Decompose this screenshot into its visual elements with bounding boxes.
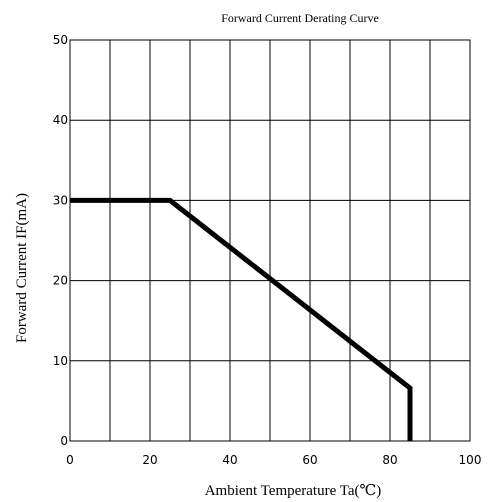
grid-lines bbox=[69, 39, 471, 442]
y-tick-label: 40 bbox=[53, 113, 68, 127]
x-tick-label: 40 bbox=[222, 453, 237, 467]
x-tick-label: 0 bbox=[66, 453, 74, 467]
series-layer bbox=[70, 197, 413, 441]
derating-curve-line bbox=[70, 197, 413, 441]
x-tick-label: 80 bbox=[382, 453, 397, 467]
plot-frame bbox=[69, 39, 471, 442]
y-axis-label: Forward Current IF(mA) bbox=[14, 193, 30, 343]
y-tick-label: 20 bbox=[53, 274, 68, 288]
y-tick-label: 50 bbox=[53, 33, 68, 47]
y-tick-label: 10 bbox=[53, 354, 68, 368]
chart-title: Forward Current Derating Curve bbox=[221, 11, 379, 25]
y-tick-labels: 0 10 20 30 40 50 bbox=[53, 33, 68, 448]
y-tick-label: 30 bbox=[53, 193, 68, 207]
x-axis-label: Ambient Temperature Ta(℃) bbox=[205, 483, 382, 499]
x-tick-label: 60 bbox=[302, 453, 317, 467]
x-tick-labels: 0 20 40 60 80 100 bbox=[66, 453, 481, 467]
x-tick-label: 20 bbox=[142, 453, 157, 467]
y-tick-label: 0 bbox=[60, 434, 68, 448]
x-tick-label: 100 bbox=[459, 453, 482, 467]
